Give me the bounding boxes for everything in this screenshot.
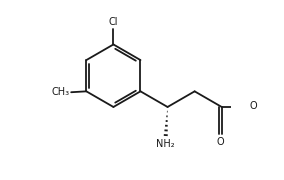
Text: CH₃: CH₃ xyxy=(52,87,70,97)
Text: O: O xyxy=(217,137,224,147)
Text: O: O xyxy=(249,102,257,111)
Text: NH₂: NH₂ xyxy=(156,139,175,149)
Text: Cl: Cl xyxy=(109,17,118,28)
